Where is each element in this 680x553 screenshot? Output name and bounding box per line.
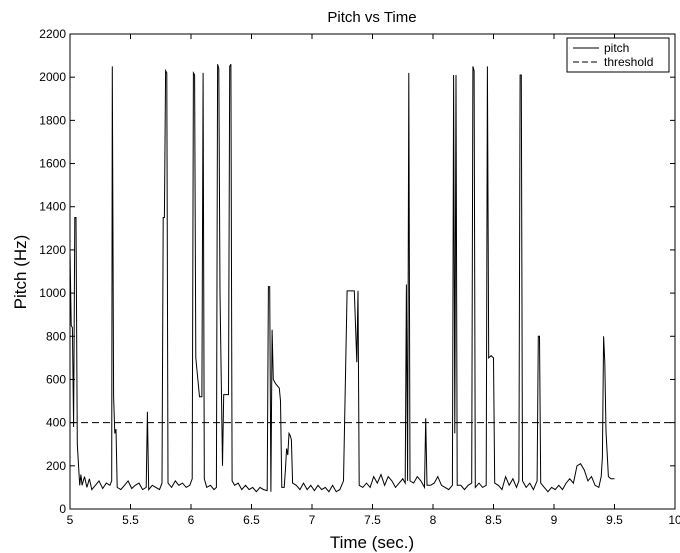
x-tick-label: 8 <box>430 513 437 527</box>
y-tick-label: 2200 <box>39 27 66 41</box>
legend-entry-threshold: threshold <box>604 55 653 69</box>
legend-box <box>566 37 670 73</box>
x-tick-label: 10 <box>668 513 680 527</box>
y-tick-label: 1200 <box>39 243 66 257</box>
y-tick-label: 200 <box>46 459 66 473</box>
y-tick-label: 1400 <box>39 200 66 214</box>
y-tick-label: 600 <box>46 372 66 386</box>
y-tick-label: 1800 <box>39 113 66 127</box>
x-tick-label: 6.5 <box>243 513 260 527</box>
series-line-pitch <box>69 63 615 493</box>
x-tick-label: 6 <box>188 513 195 527</box>
y-axis-label: Pitch (Hz) <box>11 235 30 310</box>
y-tick-label: 0 <box>59 502 66 516</box>
y-tick-label: 1600 <box>39 157 66 171</box>
legend-entry-pitch: pitch <box>604 41 629 55</box>
plot-frame <box>69 33 676 510</box>
axes: 5 5.5 6 6.5 7 7.5 8 8.5 9 9.5 10 0 200 400 600 800 1000 1… <box>39 27 680 527</box>
x-tick-label: 5.5 <box>122 513 139 527</box>
chart-title: Pitch vs Time <box>327 9 416 26</box>
y-tick-label: 800 <box>46 329 66 343</box>
x-tick-label: 5 <box>67 513 74 527</box>
x-tick-label: 7.5 <box>364 513 381 527</box>
x-tick-label: 7 <box>309 513 316 527</box>
series-layer <box>69 63 675 493</box>
x-tick-label: 8.5 <box>485 513 502 527</box>
x-tick-label: 9.5 <box>606 513 623 527</box>
y-tick-label: 400 <box>46 416 66 430</box>
y-tick-label: 2000 <box>39 70 66 84</box>
x-tick-label: 9 <box>551 513 558 527</box>
y-tick-label: 1000 <box>39 286 66 300</box>
x-axis-label: Time (sec.) <box>330 533 414 552</box>
